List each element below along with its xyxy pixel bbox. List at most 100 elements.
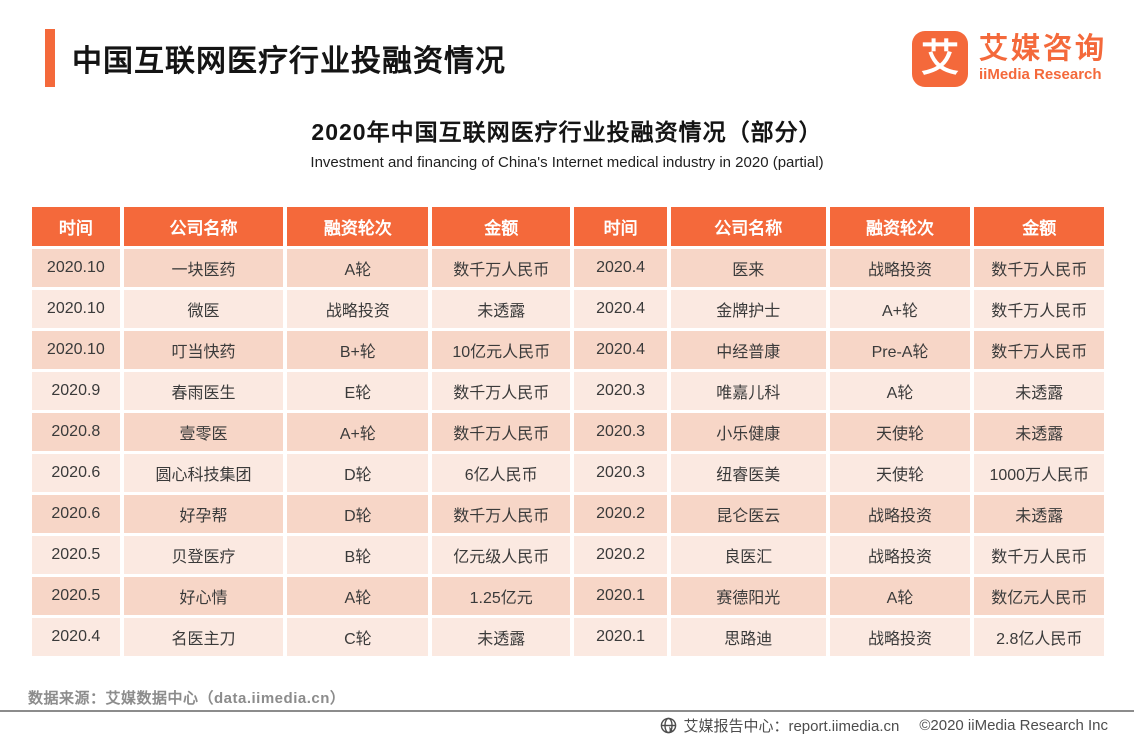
chart-title-cn: 2020年中国互联网医疗行业投融资情况（部分） (311, 119, 823, 145)
table-cell: 2020.2 (574, 495, 668, 533)
table-cell: 壹零医 (123, 413, 284, 451)
table-cell: 未透露 (974, 413, 1104, 451)
table-cell: 战略投资 (829, 536, 971, 574)
table-cell: 金牌护士 (671, 290, 826, 328)
data-source: 数据来源：艾媒数据中心（data.iimedia.cn） (28, 690, 346, 707)
table-cell: 一块医药 (123, 249, 284, 287)
table-row: 2020.6 圆心科技集团 D轮 6亿人民币 2020.3 纽睿医美 天使轮 1000万人民币 (32, 454, 1104, 492)
table-cell: 中经普康 (671, 331, 826, 369)
column-header: 时间 (32, 207, 120, 246)
table-cell: 2020.4 (574, 331, 668, 369)
table-cell: 好孕帮 (123, 495, 284, 533)
table-cell: 2020.10 (32, 331, 120, 369)
table-cell: 2020.3 (574, 454, 668, 492)
table-cell: 小乐健康 (671, 413, 826, 451)
column-header: 融资轮次 (829, 207, 971, 246)
table-cell: 未透露 (974, 372, 1104, 410)
table-cell: 2020.10 (32, 249, 120, 287)
table-cell: 圆心科技集团 (123, 454, 284, 492)
table-cell: 昆仑医云 (671, 495, 826, 533)
table-cell: D轮 (287, 454, 429, 492)
table-cell: C轮 (287, 618, 429, 656)
table-cell: 好心情 (123, 577, 284, 615)
column-header: 金额 (432, 207, 571, 246)
table-row: 2020.10 一块医药 A轮 数千万人民币 2020.4 医来 战略投资 数千万人民币 (32, 249, 1104, 287)
table-cell: 2020.1 (574, 577, 668, 615)
table-cell: 亿元级人民币 (432, 536, 571, 574)
table-cell: 未透露 (432, 290, 571, 328)
logo-name-cn: 艾媒咨询 (978, 33, 1107, 66)
column-header: 时间 (574, 207, 668, 246)
column-header: 金额 (974, 207, 1104, 246)
table-cell: 天使轮 (829, 413, 971, 451)
page-title: 中国互联网医疗行业投融资情况 (72, 45, 506, 78)
table-cell: A+轮 (829, 290, 971, 328)
financing-table: 时间 公司名称 融资轮次 金额 时间 公司名称 融资轮次 金额 2020.10 一块医药 A轮 数千… (28, 204, 1108, 659)
table-cell: 战略投资 (829, 618, 971, 656)
table-cell: A轮 (829, 577, 971, 615)
table-cell: 数千万人民币 (432, 372, 571, 410)
table-cell: 2020.10 (32, 290, 120, 328)
table-cell: 2.8亿人民币 (974, 618, 1104, 656)
table-cell: 2020.6 (32, 495, 120, 533)
table-cell: A+轮 (287, 413, 429, 451)
table-cell: 唯嘉儿科 (671, 372, 826, 410)
table-cell: 战略投资 (829, 495, 971, 533)
table-cell: 未透露 (432, 618, 571, 656)
table-cell: 未透露 (974, 495, 1104, 533)
table-cell: E轮 (287, 372, 429, 410)
table-cell: 数千万人民币 (974, 290, 1104, 328)
table-cell: 10亿元人民币 (432, 331, 571, 369)
table-cell: A轮 (287, 249, 429, 287)
table-cell: 微医 (123, 290, 284, 328)
table-cell: 数千万人民币 (974, 249, 1104, 287)
table-row: 2020.9 春雨医生 E轮 数千万人民币 2020.3 唯嘉儿科 A轮 未透露 (32, 372, 1104, 410)
table-cell: 1000万人民币 (974, 454, 1104, 492)
table-cell: 数千万人民币 (974, 536, 1104, 574)
globe-cursor-icon (660, 717, 677, 734)
table-cell: 医来 (671, 249, 826, 287)
table-row: 2020.5 好心情 A轮 1.25亿元 2020.1 赛德阳光 A轮 数亿元人民币 (32, 577, 1104, 615)
table-cell: 数千万人民币 (432, 495, 571, 533)
table-body: 2020.10 一块医药 A轮 数千万人民币 2020.4 医来 战略投资 数千万人民币 202… (32, 249, 1104, 656)
table-row: 2020.4 名医主刀 C轮 未透露 2020.1 思路迪 战略投资 2.8亿人民币 (32, 618, 1104, 656)
footer-divider (0, 710, 1134, 712)
table-cell: 6亿人民币 (432, 454, 571, 492)
table-row: 2020.8 壹零医 A+轮 数千万人民币 2020.3 小乐健康 天使轮 未透露 (32, 413, 1104, 451)
table-cell: A轮 (287, 577, 429, 615)
iimedia-logo: 艾 艾媒咨询 iiMedia Research (911, 31, 1107, 87)
table-cell: B+轮 (287, 331, 429, 369)
table-cell: 2020.2 (574, 536, 668, 574)
chart-title-en: Investment and financing of China's Inte… (310, 154, 824, 171)
table-cell: 名医主刀 (123, 618, 284, 656)
table-cell: 天使轮 (829, 454, 971, 492)
table-cell: 2020.1 (574, 618, 668, 656)
table-row: 2020.5 贝登医疗 B轮 亿元级人民币 2020.2 良医汇 战略投资 数千万人民币 (32, 536, 1104, 574)
logo-name-en: iiMedia Research (978, 65, 1102, 83)
footer-report-center: 艾媒报告中心：report.iimedia.cn (683, 718, 900, 735)
table-cell: 2020.5 (32, 536, 120, 574)
iimedia-logo-icon: 艾 (911, 31, 968, 87)
table-cell: 1.25亿元 (432, 577, 571, 615)
table-cell: 2020.8 (32, 413, 120, 451)
table-cell: 叮当快药 (123, 331, 284, 369)
column-header: 公司名称 (671, 207, 826, 246)
table-cell: 纽睿医美 (671, 454, 826, 492)
table-cell: D轮 (287, 495, 429, 533)
table-row: 2020.10 叮当快药 B+轮 10亿元人民币 2020.4 中经普康 Pre-A轮 数千万… (32, 331, 1104, 369)
table-cell: 思路迪 (671, 618, 826, 656)
table-cell: 数千万人民币 (432, 413, 571, 451)
table-row: 2020.10 微医 战略投资 未透露 2020.4 金牌护士 A+轮 数千万人民币 (32, 290, 1104, 328)
title-accent-bar (45, 29, 55, 87)
table-cell: 2020.4 (574, 290, 668, 328)
table-cell: 赛德阳光 (671, 577, 826, 615)
table-cell: 贝登医疗 (123, 536, 284, 574)
table-row: 2020.6 好孕帮 D轮 数千万人民币 2020.2 昆仑医云 战略投资 未透露 (32, 495, 1104, 533)
table-cell: 春雨医生 (123, 372, 284, 410)
logo-glyph: 艾 (920, 38, 959, 80)
table-cell: 2020.5 (32, 577, 120, 615)
table-cell: 数亿元人民币 (974, 577, 1104, 615)
page-footer: 艾媒报告中心：report.iimedia.cn ©2020 iiMedia R… (660, 715, 1108, 736)
table-cell: 2020.4 (574, 249, 668, 287)
